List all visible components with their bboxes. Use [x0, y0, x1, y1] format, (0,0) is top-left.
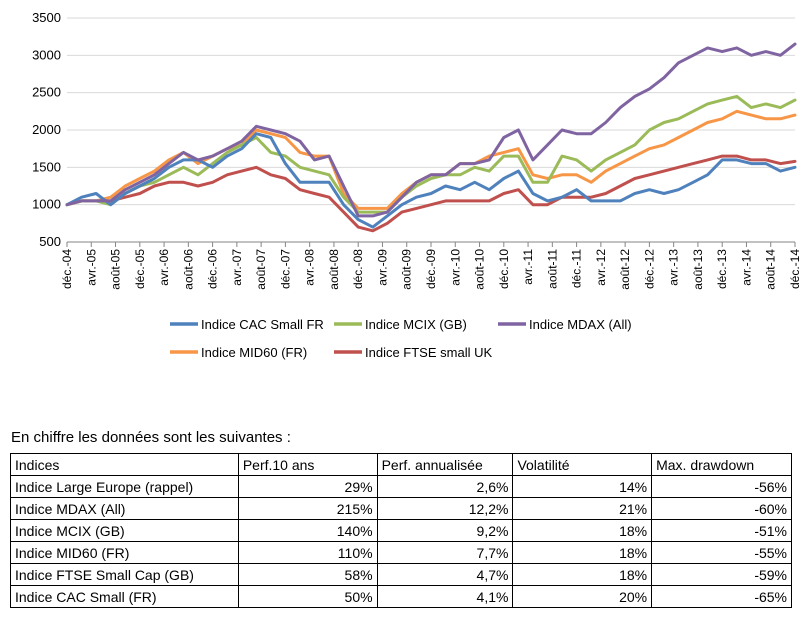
cell-perf-annualisee: 12,2% — [376, 497, 514, 520]
cell-max-drawdown: -51% — [651, 519, 792, 542]
table-row: Indice Large Europe (rappel) 29% 2,6% 14… — [10, 475, 792, 498]
table-row: Indice MID60 (FR) 110% 7,7% 18% -55% — [10, 541, 792, 564]
x-tick-label: déc.-09 — [424, 249, 438, 289]
x-tick-label: déc.-11 — [570, 249, 584, 288]
cell-max-drawdown: -65% — [651, 585, 792, 608]
cell-perf-10-ans: 58% — [237, 563, 378, 586]
x-tick-label: août-10 — [473, 249, 487, 290]
x-tick-label: déc.-08 — [351, 249, 365, 289]
x-tick-label: avr.-10 — [448, 249, 462, 286]
series-line — [65, 132, 797, 229]
x-tick-label: avr.-06 — [157, 249, 171, 286]
y-tick-label: 2500 — [32, 85, 61, 100]
x-tick-label: août-14 — [764, 249, 778, 290]
cell-perf-annualisee: 9,2% — [376, 519, 514, 542]
cell-index-name: Indice MCIX (GB) — [10, 519, 239, 542]
x-tick-label: déc.-07 — [278, 249, 292, 289]
x-tick-label: août-08 — [327, 249, 341, 290]
table-row: Indice CAC Small (FR) 50% 4,1% 20% -65% — [10, 585, 792, 608]
x-tick-label: août-07 — [254, 249, 268, 290]
x-tick-label: déc.-12 — [642, 249, 656, 289]
cell-volatilite: 18% — [512, 519, 653, 542]
x-tick-label: avr.-13 — [667, 249, 681, 286]
y-tick-label: 1500 — [32, 159, 61, 174]
cell-max-drawdown: -60% — [651, 497, 792, 520]
y-tick-label: 500 — [39, 234, 61, 249]
x-tick-label: août-05 — [109, 249, 123, 290]
x-tick-label: avr.-09 — [375, 249, 389, 286]
cell-perf-10-ans: 110% — [237, 541, 378, 564]
x-tick-label: avr.-14 — [739, 249, 753, 286]
y-axis-ticks: 500 1000 1500 2000 2500 3000 3500 — [32, 10, 61, 249]
x-tick-label: déc.-04 — [60, 249, 74, 289]
legend-label: Indice MCIX (GB) — [365, 317, 467, 332]
cell-volatilite: 21% — [512, 497, 653, 520]
cell-volatilite: 14% — [512, 475, 653, 498]
intro-text: En chiffre les données sont les suivante… — [11, 429, 291, 446]
x-tick-label: avr.-12 — [594, 249, 608, 286]
y-tick-label: 3500 — [32, 10, 61, 25]
cell-max-drawdown: -55% — [651, 541, 792, 564]
series-line — [65, 42, 797, 218]
header-perf-annualisee: Perf. annualisée — [376, 453, 514, 476]
cell-perf-10-ans: 140% — [237, 519, 378, 542]
header-max-drawdown: Max. drawdown — [651, 453, 792, 476]
x-tick-label: avr.-07 — [230, 249, 244, 286]
header-indices: Indices — [10, 453, 239, 476]
x-tick-label: déc.-13 — [715, 249, 729, 289]
cell-index-name: Indice CAC Small (FR) — [10, 585, 239, 608]
cell-perf-10-ans: 29% — [237, 475, 378, 498]
x-tick-label: août-11 — [545, 249, 559, 289]
x-tick-label: août-12 — [618, 249, 632, 290]
cell-index-name: Indice MDAX (All) — [10, 497, 239, 520]
x-tick-label: déc.-14 — [788, 249, 802, 289]
cell-volatilite: 18% — [512, 563, 653, 586]
gridlines — [67, 17, 795, 243]
y-tick-label: 3000 — [32, 47, 61, 62]
cell-perf-annualisee: 4,1% — [376, 585, 514, 608]
x-tick-label: déc.-05 — [133, 249, 147, 289]
legend-label: Indice CAC Small FR — [201, 317, 324, 332]
series-lines — [65, 42, 797, 233]
header-volatilite: Volatilité — [512, 453, 653, 476]
cell-index-name: Indice FTSE Small Cap (GB) — [10, 563, 239, 586]
legend-label: Indice FTSE small UK — [365, 345, 492, 360]
x-tick-label: août-09 — [400, 249, 414, 290]
cell-perf-annualisee: 4,7% — [376, 563, 514, 586]
x-tick-label: avr.-08 — [303, 249, 317, 286]
x-tick-label: avr.-11 — [521, 249, 535, 285]
cell-index-name: Indice Large Europe (rappel) — [10, 475, 239, 498]
series-line — [65, 94, 797, 214]
line-chart: 500 1000 1500 2000 2500 3000 3500 déc.-04 avr.-… — [32, 10, 802, 360]
series-line — [65, 154, 797, 233]
x-tick-label: août-13 — [691, 249, 705, 290]
cell-perf-10-ans: 50% — [237, 585, 378, 608]
x-axis: déc.-04 avr.-05 août-05 déc.-05 avr.-06 août-… — [60, 241, 802, 290]
table-row: Indice FTSE Small Cap (GB) 58% 4,7% 18% … — [10, 563, 792, 586]
cell-max-drawdown: -59% — [651, 563, 792, 586]
table-header-row: Indices Perf.10 ans Perf. annualisée Vol… — [10, 453, 792, 476]
cell-index-name: Indice MID60 (FR) — [10, 541, 239, 564]
x-tick-label: déc.-06 — [206, 249, 220, 289]
legend: Indice CAC Small FR Indice MCIX (GB) Indic… — [170, 317, 632, 360]
y-tick-label: 2000 — [32, 122, 61, 137]
cell-perf-annualisee: 2,6% — [376, 475, 514, 498]
x-tick-label: août-06 — [181, 249, 195, 290]
stats-table: Indices Perf.10 ans Perf. annualisée Vol… — [10, 453, 792, 608]
table-row: Indice MDAX (All) 215% 12,2% 21% -60% — [10, 497, 792, 520]
table-row: Indice MCIX (GB) 140% 9,2% 18% -51% — [10, 519, 792, 542]
cell-perf-10-ans: 215% — [237, 497, 378, 520]
cell-perf-annualisee: 7,7% — [376, 541, 514, 564]
cell-volatilite: 20% — [512, 585, 653, 608]
cell-volatilite: 18% — [512, 541, 653, 564]
y-tick-label: 1000 — [32, 197, 61, 212]
header-perf-10-ans: Perf.10 ans — [237, 453, 378, 476]
legend-label: Indice MDAX (All) — [529, 317, 632, 332]
x-tick-label: déc.-10 — [497, 249, 511, 289]
x-tick-label: avr.-05 — [84, 249, 98, 286]
legend-label: Indice MID60 (FR) — [201, 345, 307, 360]
cell-max-drawdown: -56% — [651, 475, 792, 498]
